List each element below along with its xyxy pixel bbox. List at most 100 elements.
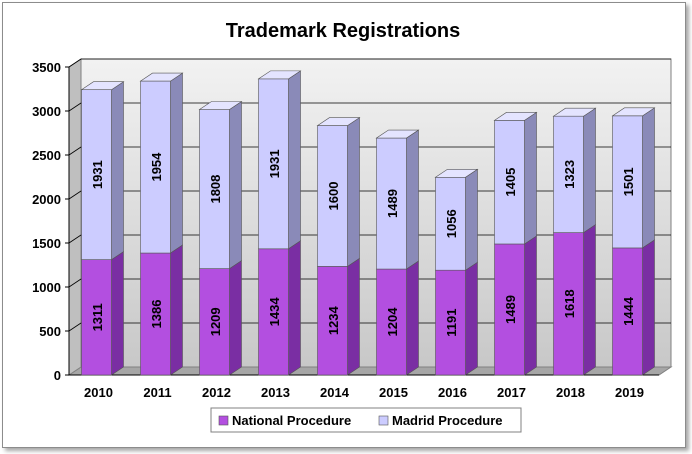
data-label: 1931 — [90, 160, 105, 189]
legend-swatch — [218, 415, 229, 426]
bar-side — [347, 257, 360, 376]
bar-side — [288, 240, 301, 376]
data-label: 1501 — [621, 167, 636, 196]
bar-side — [170, 72, 183, 254]
chart-svg: Trademark Registrations 0 500 1000 1500 2000… — [32, 20, 673, 433]
bar-segment — [494, 120, 525, 245]
bar-top — [552, 107, 597, 117]
bar-side — [406, 260, 419, 376]
data-label: 1489 — [503, 295, 518, 324]
bar-side — [583, 107, 596, 234]
data-label: 1311 — [90, 303, 105, 331]
data-label: 1808 — [208, 175, 223, 204]
x-tick-label: 2015 — [379, 385, 408, 400]
y-tick-label: 2500 — [32, 148, 61, 163]
bar-segment — [435, 176, 466, 271]
data-label: 1954 — [149, 152, 164, 182]
bar-segment — [435, 269, 466, 376]
bar-side — [524, 235, 537, 376]
bar-segment — [199, 109, 230, 269]
y-tick-label: 3500 — [32, 60, 61, 75]
y-tick-label: 1000 — [32, 280, 61, 295]
bar-top — [493, 112, 538, 121]
bar-segment — [81, 89, 112, 260]
legend-entry: National Procedure — [232, 413, 351, 428]
x-tick-label: 2010 — [84, 385, 113, 400]
bar-segment — [553, 232, 584, 376]
legend: National Procedure Madrid Procedure — [210, 407, 522, 433]
data-label: 1931 — [267, 149, 282, 178]
bar-side — [465, 168, 478, 271]
bar-top — [375, 129, 420, 139]
y-tick-label: 1500 — [32, 236, 61, 251]
gridline-side — [68, 190, 82, 200]
bar-segment — [612, 115, 643, 249]
data-label: 1600 — [326, 182, 341, 211]
x-tick-label: 2019 — [615, 385, 644, 400]
chart-title: Trademark Registrations — [226, 20, 461, 42]
gridline-side — [68, 58, 82, 68]
data-label: 1489 — [385, 189, 400, 218]
data-label: 1323 — [562, 160, 577, 189]
x-tick-label: 2012 — [202, 385, 231, 400]
bar-side — [465, 261, 478, 376]
plot-area: 0 500 1000 1500 2000 2500 3000 3500 1311 1931 2010… — [32, 58, 673, 400]
data-label: 1204 — [385, 307, 400, 337]
legend-box — [210, 407, 522, 433]
bar-segment — [199, 268, 230, 376]
bar-side — [524, 111, 537, 245]
data-label: 1056 — [444, 209, 459, 238]
bar-side — [406, 129, 419, 270]
x-tick-label: 2018 — [556, 385, 585, 400]
data-label: 1405 — [503, 168, 518, 197]
data-label: 1618 — [562, 289, 577, 318]
bar-segment — [612, 247, 643, 376]
bar-top — [257, 70, 302, 80]
gridline-side — [68, 234, 82, 244]
bar-top — [139, 72, 184, 82]
bar-top — [611, 107, 656, 117]
bar-side — [170, 244, 183, 376]
data-label: 1434 — [267, 297, 282, 327]
data-label: 1191 — [444, 308, 459, 336]
bar-side — [288, 70, 301, 250]
bar-side — [229, 100, 242, 270]
bar-segment — [553, 115, 584, 233]
bar-segment — [81, 259, 112, 376]
bar-side — [347, 117, 360, 267]
data-label: 1386 — [149, 300, 164, 329]
bar-side — [583, 224, 596, 376]
gridline-side — [68, 102, 82, 112]
bar-segment — [376, 137, 407, 270]
bar-side — [229, 260, 242, 376]
x-tick-label: 2017 — [497, 385, 526, 400]
bar-segment — [140, 252, 171, 376]
plot-side-wall — [68, 58, 82, 376]
bar-side — [642, 107, 655, 249]
gridline-side — [68, 146, 82, 156]
x-tick-label: 2013 — [261, 385, 290, 400]
bar-top — [80, 81, 125, 91]
y-tick-label: 2000 — [32, 192, 61, 207]
y-tick-label: 0 — [54, 368, 61, 383]
legend-swatch — [378, 415, 389, 426]
data-label: 1444 — [621, 296, 636, 326]
data-label: 1234 — [326, 305, 341, 335]
bar-top — [316, 117, 361, 126]
bar-side — [111, 251, 124, 376]
y-tick-label: 3000 — [32, 104, 61, 119]
bar-segment — [317, 266, 348, 376]
data-label: 1209 — [208, 307, 223, 336]
bar-side — [642, 239, 655, 376]
bar-segment — [494, 243, 525, 376]
bar-segment — [258, 248, 289, 376]
bar-segment — [376, 268, 407, 376]
x-tick-label: 2014 — [320, 385, 350, 400]
x-tick-label: 2016 — [438, 385, 467, 400]
bar-side — [111, 81, 124, 261]
bar-segment — [258, 78, 289, 250]
gridline-side — [68, 322, 82, 332]
bar-segment — [317, 125, 348, 267]
chart-frame: Trademark Registrations 0 500 1000 1500 2000… — [2, 2, 686, 448]
y-tick-label: 500 — [39, 324, 61, 339]
